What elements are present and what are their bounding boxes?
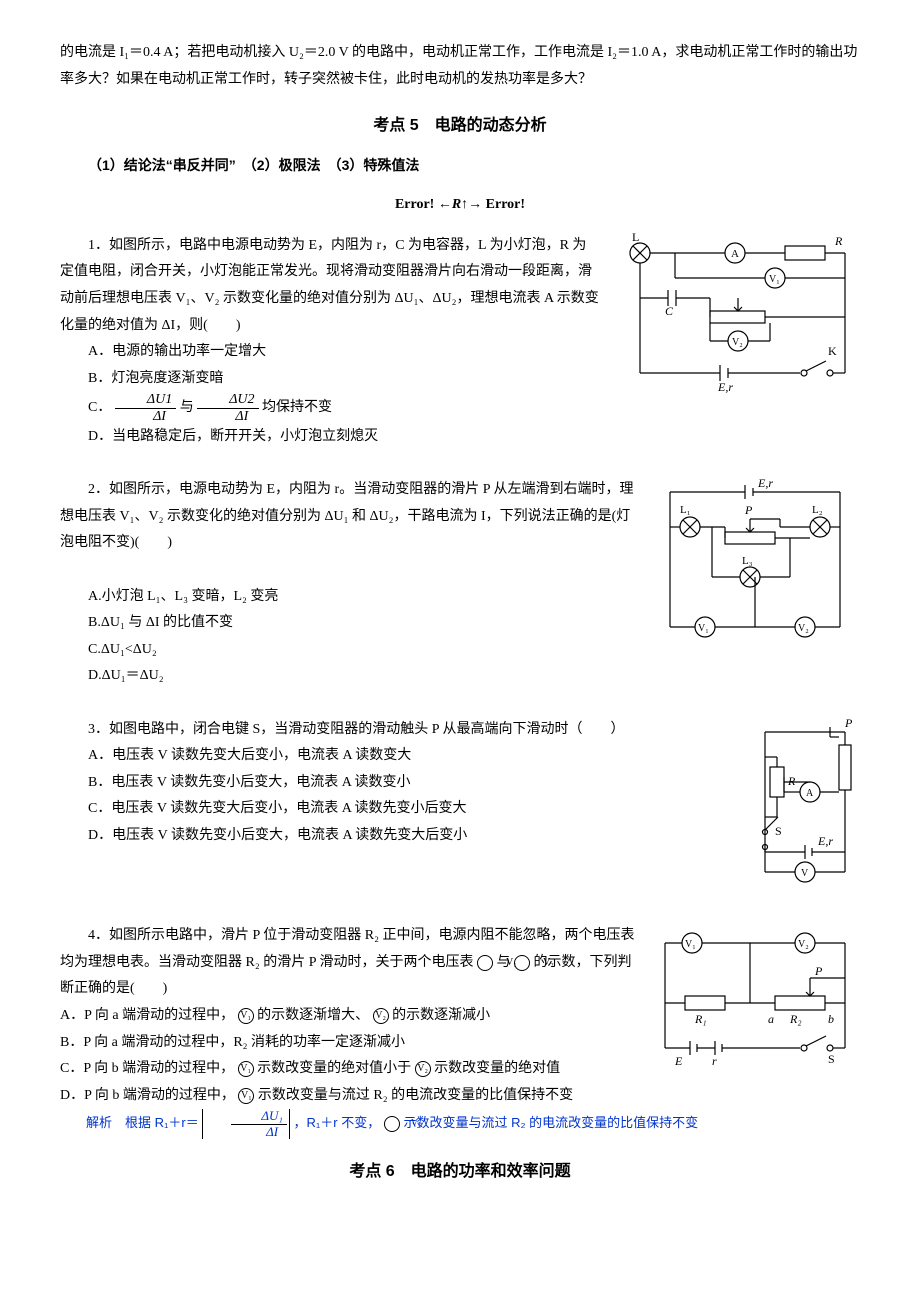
q2-L3: L₃	[742, 555, 753, 567]
label-C: C	[665, 304, 674, 318]
q2-P: P	[744, 503, 753, 517]
q4-circuit-figure: V₁ V₂ P R₁ a R₂ b E r S	[650, 923, 860, 1073]
q2-V2: V₂	[798, 623, 809, 634]
label-L: L	[632, 233, 639, 244]
question-2: E,r L₁ P L₂ L₃ V₁ V₂ 2．如图所示，电源电动势为 E，内阻为…	[60, 477, 860, 690]
label-K: K	[828, 344, 837, 358]
q4-P: P	[814, 964, 823, 978]
section-5-title: 考点 5 电路的动态分析	[60, 111, 860, 141]
q3-P: P	[844, 717, 853, 730]
v1-icon: V₁	[238, 1008, 254, 1024]
q2-Er: E,r	[757, 477, 773, 490]
label-V1: V₁	[769, 274, 780, 285]
q4A-end: 的示数逐渐减小	[392, 1008, 490, 1023]
intro-paragraph: 的电流是 I₁＝0.4 A；若把电动机接入 U₂＝2.0 V 的电路中，电动机正…	[60, 40, 860, 93]
q4-R2: R₂	[789, 1012, 802, 1026]
q4-E: E	[674, 1054, 683, 1068]
v1-icon: V₁	[238, 1088, 254, 1104]
v2-icon: V₂	[373, 1008, 389, 1024]
error-mid: ←R↑→	[438, 197, 482, 212]
v1-icon: V₁	[384, 1116, 400, 1132]
q1-optC: C． ΔU1ΔI 与 ΔU2ΔI 均保持不变	[60, 392, 860, 424]
q4C-pre: C．P 向 b 端滑动的过程中，	[60, 1061, 234, 1076]
question-3: P R A S E,r V 3．如图电路中，闭合电键 S，当滑动变阻器的滑动触头…	[60, 717, 860, 897]
q1-circuit-figure: L R A V₁ C V₂ K E,r	[610, 233, 860, 393]
q3-S: S	[775, 824, 782, 838]
q4-R1: R₁	[694, 1012, 707, 1026]
q3-Er: E,r	[817, 834, 833, 848]
v2-icon: V₂	[514, 955, 530, 971]
error-left: Error!	[395, 197, 434, 212]
label-Er: E,r	[717, 380, 733, 393]
q4-stem-mid: 与	[496, 955, 510, 970]
methods-line: （1）结论法“串反并同” （2）极限法 （3）特殊值法	[60, 152, 860, 179]
error-right: Error!	[486, 197, 525, 212]
label-R: R	[834, 234, 843, 248]
q4-optD: D．P 向 b 端滑动的过程中， V₁ 示数改变量与流过 R₂ 的电流改变量的比…	[60, 1083, 860, 1110]
question-1: L R A V₁ C V₂ K E,r 1．如图所示，电路中电源电动势为 E，内…	[60, 233, 860, 451]
q4-a: a	[768, 1012, 774, 1026]
q4-V1: V₁	[685, 939, 696, 950]
q1-optD: D．当电路稳定后，断开开关，小灯泡立刻熄灭	[60, 424, 860, 451]
q3-A: A	[806, 788, 814, 799]
q4-ans-mid: ，R₁＋r 不变，	[294, 1116, 381, 1131]
v1-icon: V₁	[477, 955, 493, 971]
q2-L1: L₁	[680, 504, 691, 516]
error-line: Error! ←R↑→ Error!	[60, 192, 860, 219]
q2-circuit-figure: E,r L₁ P L₂ L₃ V₁ V₂	[650, 477, 860, 647]
q3-V: V	[801, 868, 809, 879]
section-6-title: 考点 6 电路的功率和效率问题	[60, 1157, 860, 1187]
q4A-mid: 的示数逐渐增大、	[257, 1008, 369, 1023]
q1-optC-suffix: 均保持不变	[262, 400, 332, 415]
q4D-pre: D．P 向 b 端滑动的过程中，	[60, 1088, 235, 1103]
q4-ans-end: 示数改变量与流过 R₂ 的电流改变量的比值保持不变	[404, 1116, 699, 1131]
q3-circuit-figure: P R A S E,r V	[750, 717, 860, 887]
q1-optC-mid: 与	[180, 400, 198, 415]
q4-b: b	[828, 1012, 834, 1026]
q3-optC: C．电压表 V 读数先变大后变小，电流表 A 读数先变小后变大	[60, 796, 860, 823]
q4C-end: 示数改变量的绝对值	[434, 1061, 560, 1076]
q4-answer: 解析 根据 R₁＋r＝ ΔU₁ΔI ，R₁＋r 不变， V₁ 示数改变量与流过 …	[60, 1109, 860, 1139]
q4-ans-pre: 解析 根据 R₁＋r＝	[86, 1116, 199, 1131]
q4C-mid: 示数改变量的绝对值小于	[257, 1061, 411, 1076]
v1-icon: V₁	[238, 1061, 254, 1077]
q4D-end: 示数改变量与流过 R₂ 的电流改变量的比值保持不变	[258, 1088, 573, 1103]
q2-V1: V₁	[698, 623, 709, 634]
q4A-pre: A．P 向 a 端滑动的过程中，	[60, 1008, 234, 1023]
label-A: A	[731, 248, 739, 260]
q3-optB: B．电压表 V 读数先变小后变大，电流表 A 读数变小	[60, 770, 860, 797]
q1-optC-prefix: C．	[88, 400, 111, 415]
q2-optD: D.ΔU₁＝ΔU₂	[60, 663, 860, 690]
question-4: V₁ V₂ P R₁ a R₂ b E r S 4．如图所示电路中，滑片 P 位…	[60, 923, 860, 1139]
q2-L2: L₂	[812, 504, 823, 516]
q4-r: r	[712, 1054, 717, 1068]
q3-optD: D．电压表 V 读数先变小后变大，电流表 A 读数先变大后变小	[60, 823, 860, 850]
q4-V2: V₂	[798, 939, 809, 950]
q3-optA: A．电压表 V 读数先变大后变小，电流表 A 读数变大	[60, 743, 860, 770]
q4-S: S	[828, 1052, 835, 1066]
q3-stem: 3．如图电路中，闭合电键 S，当滑动变阻器的滑动触头 P 从最高端向下滑动时（ …	[60, 717, 860, 744]
v2-icon: V₂	[415, 1061, 431, 1077]
label-V2: V₂	[732, 337, 743, 348]
q3-R: R	[787, 774, 796, 788]
